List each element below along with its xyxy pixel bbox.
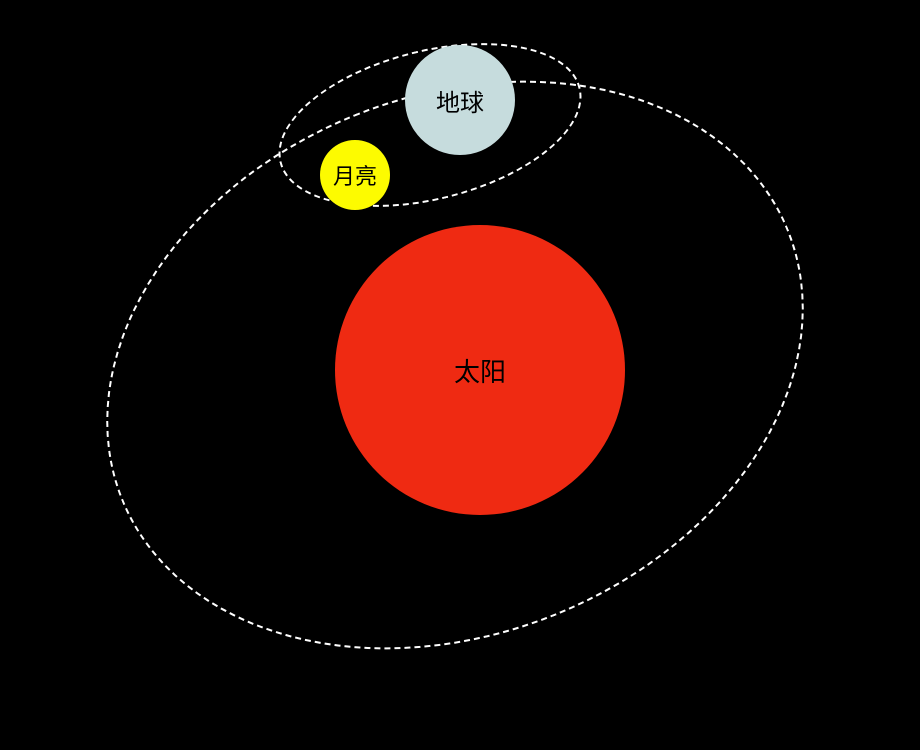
moon-label: 月亮: [333, 159, 377, 191]
earth-body: 地球: [405, 45, 515, 155]
sun-body: 太阳: [335, 225, 625, 515]
moon-body: 月亮: [320, 140, 390, 210]
sun-label: 太阳: [454, 352, 506, 389]
earth-label: 地球: [436, 83, 484, 118]
